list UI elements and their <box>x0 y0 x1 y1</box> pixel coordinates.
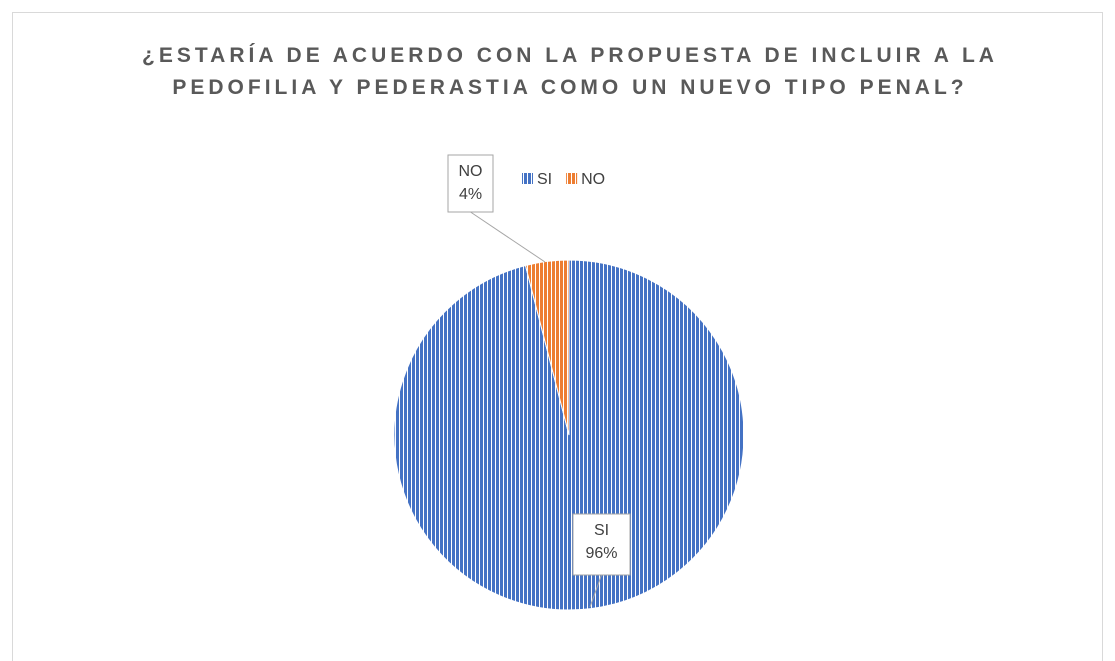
data-label-category: SI <box>594 522 609 539</box>
chart-title: ¿ESTARÍA DE ACUERDO CON LA PROPUESTA DE … <box>142 44 998 99</box>
legend-swatch <box>522 173 533 184</box>
legend-label: SI <box>537 171 552 188</box>
data-label-value: 4% <box>459 186 482 203</box>
legend-label: NO <box>581 171 605 188</box>
pie-slice <box>524 259 570 436</box>
legend-swatch <box>566 173 578 184</box>
data-label-category: NO <box>459 163 483 180</box>
data-label-box <box>447 154 494 213</box>
leader-line <box>589 574 602 608</box>
data-label-value: 96% <box>585 545 617 562</box>
data-label-box <box>572 513 631 576</box>
chart-frame <box>12 12 1103 661</box>
leader-line <box>470 211 546 263</box>
